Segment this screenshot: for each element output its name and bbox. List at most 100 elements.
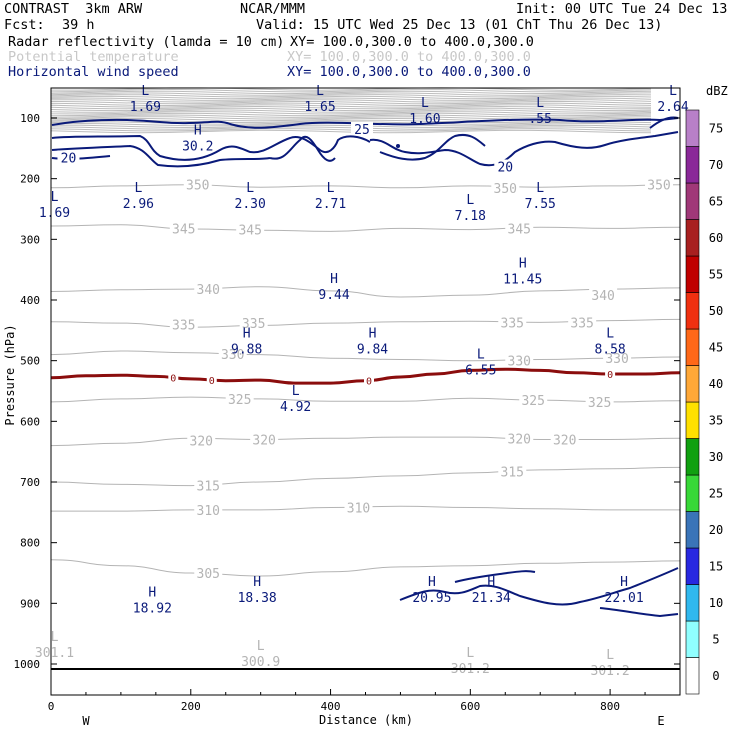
- y-tick-label: 600: [20, 415, 40, 428]
- wind-extremum-kind: H: [620, 575, 628, 590]
- theta-contour-label: 350: [647, 179, 670, 194]
- wind-extremum-value: 30.2: [182, 139, 213, 154]
- theta-label-bg: [585, 394, 614, 408]
- strat-band-line: [50, 90, 652, 95]
- theta-extremum-kind: L: [51, 630, 59, 645]
- colorbar-level-label: 35: [709, 413, 723, 427]
- colorbar-level-label: 10: [709, 596, 723, 610]
- theta-contour-label: 330: [221, 348, 244, 363]
- wind-contour-20-d: [379, 134, 486, 161]
- colorbar-level-label: 50: [709, 304, 723, 318]
- strat-band-line: [50, 126, 652, 130]
- theta-label-bg: [236, 222, 265, 236]
- theta-contour-label: 325: [521, 394, 544, 409]
- theta-contour-label: 345: [508, 222, 531, 237]
- wind-extremum-value: 8.58: [594, 343, 625, 358]
- wind-extremum-kind: L: [669, 84, 677, 99]
- theta-label-bg: [225, 391, 254, 405]
- colorbar-level-label: 70: [709, 158, 723, 172]
- theta-extremum-kind: L: [466, 646, 474, 661]
- wind-extremum-value: 7.55: [525, 197, 556, 212]
- freezing-level: 0 0 0 0: [50, 367, 681, 387]
- strat-band-line: [50, 97, 652, 101]
- wind-extremum-value: 2.30: [235, 197, 266, 212]
- wind-extremum-value: 9.44: [318, 288, 349, 303]
- x-end-label-east: E: [657, 714, 664, 728]
- theta-contour-label: 330: [605, 352, 628, 367]
- strat-band-line: [50, 99, 652, 103]
- wind-contour-dot: [396, 144, 400, 148]
- colorbar-swatch: [685, 109, 700, 147]
- freezing-label-bg: [363, 374, 374, 386]
- colorbar-swatch: [685, 620, 700, 658]
- y-tick-label: 100: [20, 112, 40, 125]
- theta-contour-label: 335: [570, 316, 593, 331]
- strat-band-line: [50, 105, 652, 110]
- wind-contour-20-b: [269, 135, 336, 162]
- theta-label-bg: [491, 180, 520, 194]
- wind-contour-20-low-a: [399, 567, 679, 606]
- header-init: Init: 00 UTC Tue 24 Dec 13: [516, 1, 728, 17]
- strat-band-line: [50, 95, 652, 100]
- wind-contour-20-a: [51, 144, 271, 168]
- wind-extremum-value: 1.60: [409, 112, 440, 127]
- y-axis-label: Pressure (hPa): [3, 324, 17, 425]
- theta-label-bg: [194, 502, 223, 516]
- freezing-label-bg: [206, 373, 217, 385]
- colorbar-level-label: 45: [709, 340, 723, 354]
- strat-band-line: [50, 111, 652, 115]
- theta-label-bg: [589, 288, 618, 302]
- theta-contour-label: 335: [242, 317, 265, 332]
- wind-extremum-value: 11.45: [503, 273, 542, 288]
- wind-extremum-kind: L: [606, 327, 614, 342]
- strat-band-line: [50, 112, 652, 117]
- freezing-level-label: 0: [170, 374, 176, 385]
- wind-extremum-value: 22.01: [605, 591, 644, 606]
- wind-contour-label: 20: [61, 151, 77, 166]
- theta-label-bg: [194, 282, 223, 296]
- theta-extremum-value: 301.2: [591, 664, 630, 679]
- theta-extremum-value: 300.9: [241, 655, 280, 670]
- header-fcst-value: 39 h: [62, 17, 95, 33]
- axes: 0 200 400 600 800 10020030040050060070080090…: [3, 87, 681, 728]
- wind-extremum-value: 7.18: [455, 209, 486, 224]
- x-end-label-west: W: [82, 714, 90, 728]
- wind-extremum-kind: L: [246, 181, 254, 196]
- wind-extremum-kind: L: [466, 193, 474, 208]
- wind-extremum-kind: H: [428, 575, 436, 590]
- theta-contour-label: 320: [553, 434, 576, 449]
- wind-extremum-value: 21.34: [472, 591, 511, 606]
- theta-contours: [50, 184, 681, 577]
- wind-extremum-kind: H: [194, 123, 202, 138]
- colorbar-level-label: 20: [709, 523, 723, 537]
- colorbar-swatch: [685, 401, 700, 439]
- wind-extremum-value: 9.88: [231, 343, 262, 358]
- theta-contour-label: 325: [228, 393, 251, 408]
- theta-contour-label: 320: [190, 435, 213, 450]
- theta-contour-350: [50, 184, 681, 189]
- strat-band-line: [50, 92, 652, 96]
- theta-extremum-value: 301.1: [35, 646, 74, 661]
- wind-extremum-kind: H: [148, 586, 156, 601]
- theta-contour-label: 325: [588, 396, 611, 411]
- theta-label-bg: [194, 566, 223, 579]
- theta-contour-label: 305: [197, 567, 220, 582]
- theta-contour-label: 335: [172, 318, 195, 333]
- colorbar-swatch: [685, 547, 700, 585]
- colorbar-level-label: 5: [712, 632, 719, 646]
- wind-extremum-value: 18.38: [238, 591, 277, 606]
- wind-contour-20-low-c: [599, 607, 679, 618]
- theta-contour-label: 340: [591, 289, 614, 304]
- colorbar-swatch: [685, 328, 700, 366]
- wind-extremum-kind: H: [330, 272, 338, 287]
- strat-band-line: [50, 129, 652, 134]
- header-org: NCAR/MMM: [240, 1, 306, 17]
- colorbar-swatch: [685, 365, 700, 403]
- wind-extremum-value: 18.92: [133, 602, 172, 617]
- strat-band-line: [50, 100, 652, 105]
- wind-contour-label: 25: [354, 123, 370, 138]
- field-reflectivity-xy: XY= 100.0,300.0 to 400.0,300.0: [290, 34, 534, 50]
- theta-label-bg: [498, 315, 527, 329]
- field-theta-xy: XY= 100.0,300.0 to 400.0,300.0: [287, 49, 531, 65]
